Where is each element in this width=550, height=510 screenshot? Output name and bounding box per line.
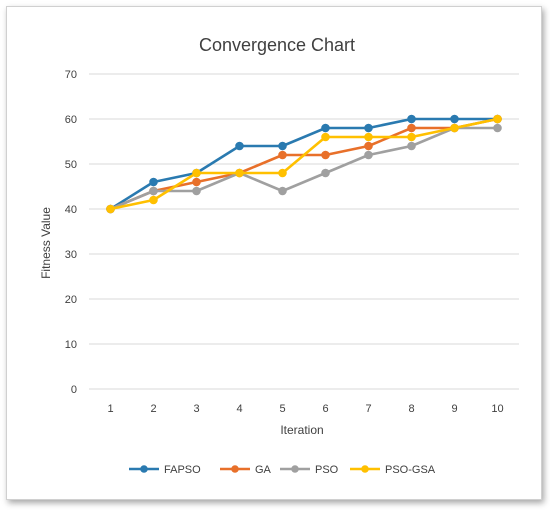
data-point-ga: [321, 150, 330, 160]
x-tick-labels: 1 2 3 4 5 6 7 8 9 10: [107, 403, 503, 415]
legend-swatch-marker: [291, 465, 299, 473]
series-lines: [106, 114, 502, 214]
data-point-pso-gsa: [364, 132, 373, 142]
convergence-line-chart: Convergence Chart 0 10 20 30 40 50 60 70 1 2 3 4 5 6…: [39, 35, 519, 476]
legend-item-fapso: FAPSO: [129, 464, 201, 476]
series-line-fapso: [109, 117, 499, 211]
data-point-ga: [407, 123, 416, 133]
chart-title: Convergence Chart: [199, 35, 355, 55]
x-tick-label: 9: [451, 403, 457, 415]
legend-swatch-marker: [140, 465, 148, 473]
y-tick-label: 10: [65, 339, 77, 351]
x-tick-label: 10: [491, 403, 503, 415]
data-point-ga: [192, 177, 201, 187]
x-tick-label: 4: [236, 403, 242, 415]
legend-swatch-marker: [231, 465, 239, 473]
data-point-pso-gsa: [450, 123, 459, 133]
data-point-pso-gsa: [493, 114, 502, 124]
data-point-pso-gsa: [407, 132, 416, 142]
data-point-pso: [407, 141, 416, 151]
legend-label: PSO-GSA: [385, 464, 436, 476]
y-tick-label: 30: [65, 249, 77, 261]
y-tick-label: 20: [65, 294, 77, 306]
legend: FAPSO GA PSO PSO-GSA: [129, 464, 436, 476]
data-point-fapso: [235, 141, 244, 151]
data-point-pso: [192, 186, 201, 196]
data-point-pso: [493, 123, 502, 133]
x-tick-label: 2: [150, 403, 156, 415]
y-tick-label: 70: [65, 69, 77, 81]
data-point-pso: [149, 186, 158, 196]
data-point-fapso: [407, 114, 416, 124]
x-tick-label: 8: [408, 403, 414, 415]
grid-lines: [89, 73, 519, 390]
x-tick-label: 6: [322, 403, 328, 415]
x-tick-label: 7: [365, 403, 371, 415]
data-point-pso-gsa: [149, 195, 158, 205]
series-line-pso-gsa: [109, 117, 499, 211]
y-tick-label: 40: [65, 204, 77, 216]
data-point-fapso: [450, 114, 459, 124]
legend-label: GA: [255, 464, 272, 476]
series-pso: [106, 123, 502, 214]
data-point-pso-gsa: [278, 168, 287, 178]
x-axis-label: Iteration: [280, 423, 323, 437]
legend-item-ga: GA: [220, 464, 272, 476]
data-point-pso: [321, 168, 330, 178]
data-point-pso-gsa: [321, 132, 330, 142]
x-tick-label: 1: [107, 403, 113, 415]
chart-frame: Convergence Chart 0 10 20 30 40 50 60 70 1 2 3 4 5 6…: [6, 6, 542, 500]
y-tick-label: 50: [65, 159, 77, 171]
series-line-pso: [109, 126, 499, 211]
data-point-pso-gsa: [192, 168, 201, 178]
data-point-fapso: [364, 123, 373, 133]
data-point-fapso: [149, 177, 158, 187]
data-point-pso-gsa: [235, 168, 244, 178]
y-tick-label: 0: [71, 384, 77, 396]
y-axis-label: Fitness Value: [39, 207, 53, 279]
legend-swatch-marker: [361, 465, 369, 473]
legend-item-pso: PSO: [280, 464, 339, 476]
y-tick-labels: 0 10 20 30 40 50 60 70: [65, 69, 77, 396]
data-point-fapso: [321, 123, 330, 133]
y-tick-label: 60: [65, 114, 77, 126]
data-point-pso: [278, 186, 287, 196]
legend-label: PSO: [315, 464, 339, 476]
data-point-pso-gsa: [106, 204, 115, 214]
series-pso-gsa: [106, 114, 502, 214]
data-point-fapso: [278, 141, 287, 151]
data-point-pso: [364, 150, 373, 160]
x-tick-label: 3: [193, 403, 199, 415]
data-point-ga: [364, 141, 373, 151]
x-tick-label: 5: [279, 403, 285, 415]
data-point-ga: [278, 150, 287, 160]
legend-item-pso-gsa: PSO-GSA: [350, 464, 436, 476]
legend-label: FAPSO: [164, 464, 201, 476]
